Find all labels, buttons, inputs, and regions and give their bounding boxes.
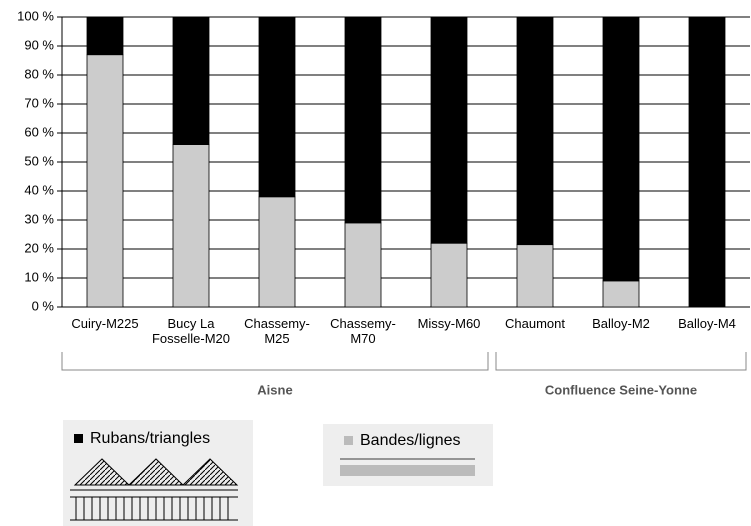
group-bracket <box>495 352 747 371</box>
y-tick-label: 40 % <box>24 182 54 197</box>
y-tick-label: 10 % <box>24 269 54 284</box>
y-tick-label: 50 % <box>24 153 54 168</box>
bar-segment <box>430 242 468 308</box>
x-tick-label: Balloy-M2 <box>592 316 650 331</box>
bar-segment <box>258 196 296 308</box>
rib-icon <box>75 497 229 520</box>
x-tick-label: Bucy La Fosselle-M20 <box>151 316 231 346</box>
bar-segment <box>516 244 554 308</box>
bar-segment <box>344 16 382 224</box>
y-tick-label: 90 % <box>24 37 54 52</box>
x-tick-label: Balloy-M4 <box>678 316 736 331</box>
icon-band <box>340 465 475 476</box>
y-tick-label: 30 % <box>24 211 54 226</box>
legend-label: Bandes/lignes <box>360 432 461 449</box>
bar-segment <box>86 16 124 56</box>
x-tick-label: Chassemy-M70 <box>330 316 396 346</box>
x-tick-label: Cuiry-M225 <box>71 316 139 331</box>
bar-segment <box>172 16 210 145</box>
y-tick-label: 20 % <box>24 240 54 255</box>
triangle-icon <box>73 458 239 486</box>
x-tick-label: Chassemy-M25 <box>244 316 310 346</box>
legend-rubans: Rubans/triangles <box>63 420 253 526</box>
bar-segment <box>688 16 726 308</box>
y-tick-label: 80 % <box>24 66 54 81</box>
bar-segment <box>602 16 640 282</box>
x-tick-label: Missy-M60 <box>417 316 481 331</box>
bar-segment <box>86 54 124 308</box>
bar-segment <box>172 144 210 308</box>
y-tick-label: 60 % <box>24 124 54 139</box>
y-tick-label: 0 % <box>32 298 55 313</box>
y-tick-label: 70 % <box>24 95 54 110</box>
x-tick-label: Chaumont <box>505 316 565 331</box>
group-bracket <box>61 352 489 371</box>
legend-bandes: Bandes/lignes <box>323 424 493 486</box>
bar-segment <box>516 16 554 246</box>
legend-swatch <box>74 434 83 443</box>
legend-swatch <box>344 436 353 445</box>
y-tick-label: 100 % <box>17 8 54 23</box>
bar-segment <box>430 16 468 244</box>
group-label: Aisne <box>257 382 292 397</box>
bar-segment <box>602 280 640 308</box>
bar-segment <box>344 222 382 308</box>
legend-label: Rubans/triangles <box>90 430 210 447</box>
group-label: Confluence Seine-Yonne <box>545 382 697 397</box>
bar-segment <box>258 16 296 198</box>
